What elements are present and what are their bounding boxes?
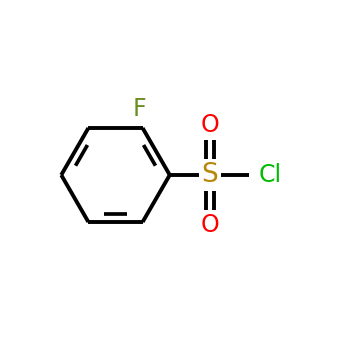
Text: Cl: Cl [259, 163, 282, 187]
Text: S: S [202, 162, 218, 188]
Text: O: O [201, 113, 219, 137]
Text: O: O [201, 213, 219, 237]
Text: F: F [132, 97, 146, 121]
